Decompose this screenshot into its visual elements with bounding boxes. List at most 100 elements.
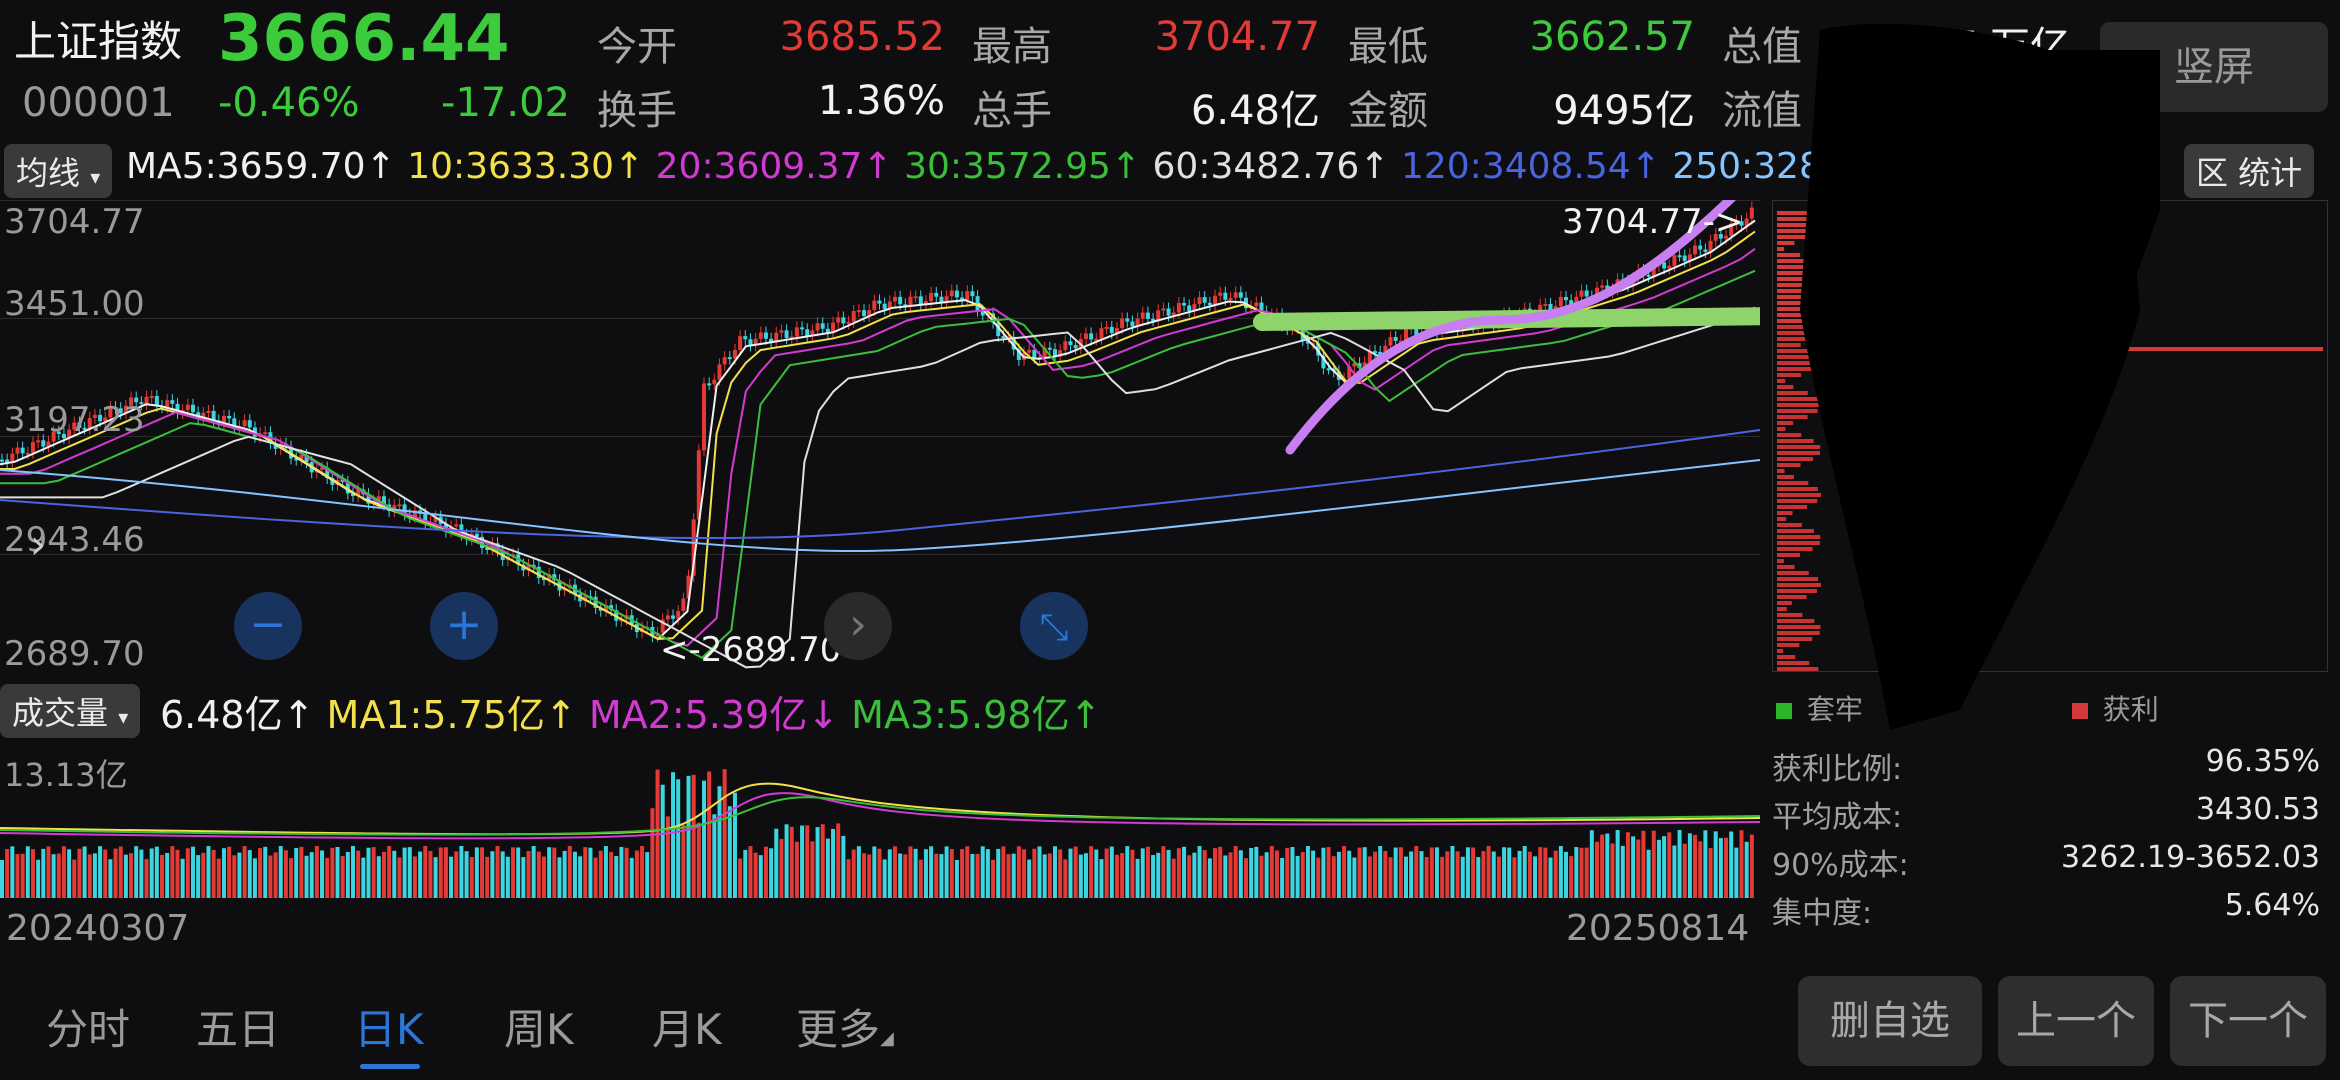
volume-bar xyxy=(991,859,996,898)
minus-icon: − xyxy=(249,599,287,650)
volume-bar xyxy=(15,854,20,898)
volume-bar xyxy=(1429,847,1434,898)
volume-bar xyxy=(1636,839,1641,898)
volume-selector-label: 成交量 xyxy=(12,694,109,732)
candle-body xyxy=(134,397,139,403)
volume-bar xyxy=(867,854,872,898)
ma10-line xyxy=(0,230,1756,641)
candle-body xyxy=(1238,292,1243,298)
previous-button[interactable]: 上一个 xyxy=(1998,976,2154,1066)
candle-body xyxy=(1352,363,1357,367)
zoom-in-button[interactable]: + xyxy=(430,592,498,660)
tab-weekly-k[interactable]: 周K xyxy=(504,1005,574,1054)
tab-intraday[interactable]: 分时 xyxy=(46,1005,131,1054)
volume-bar xyxy=(1646,849,1651,898)
zoom-out-button[interactable]: − xyxy=(234,592,302,660)
volume-bar xyxy=(949,848,954,898)
candle-body xyxy=(211,410,216,421)
chevron-right-icon: › xyxy=(849,599,867,650)
candle-body xyxy=(15,447,20,454)
expand-left-icon[interactable]: › xyxy=(30,522,46,568)
chip-bar xyxy=(1777,415,1808,419)
candle-body xyxy=(789,336,794,339)
candle-body xyxy=(1574,296,1579,305)
chip-bar xyxy=(1777,457,1814,461)
volume-selector[interactable]: 成交量 ▾ xyxy=(0,684,141,738)
tab-five-day[interactable]: 五日 xyxy=(196,1005,281,1054)
volume-bar xyxy=(954,859,959,898)
volume-bar xyxy=(593,857,598,898)
low-marker: <-2689.70 xyxy=(660,630,842,670)
candle-body xyxy=(1662,262,1667,269)
chip-bar xyxy=(1777,385,1794,389)
remove-watchlist-button[interactable]: 删自选 xyxy=(1798,976,1982,1066)
chip-distribution-chart[interactable] xyxy=(1772,200,2328,672)
price-chart[interactable]: 3704.77 3451.00 3197.23 2943.46 2689.70 … xyxy=(0,200,1760,674)
ma120-value: 120:3408.54↑ xyxy=(1400,146,1661,187)
candle-body xyxy=(774,332,779,342)
candle-body xyxy=(1362,362,1367,369)
volume-chart[interactable]: 13.13亿 xyxy=(0,738,1760,898)
volume-bar xyxy=(1724,837,1729,898)
volume-bar xyxy=(934,853,939,898)
candle-body xyxy=(1213,295,1218,306)
volume-bar xyxy=(676,779,681,898)
chip-bar xyxy=(1777,631,1820,635)
tab-more[interactable]: 更多◢ xyxy=(796,996,894,1057)
chip-bar xyxy=(1777,409,1818,413)
candle-body xyxy=(98,414,103,422)
candle-body xyxy=(960,297,965,301)
candle-body xyxy=(263,432,268,435)
candle-body xyxy=(820,323,825,329)
volume-bar xyxy=(1398,847,1403,898)
volume-bar xyxy=(490,851,495,898)
next-button[interactable]: › xyxy=(824,592,892,660)
volume-bar xyxy=(1687,833,1692,898)
volume-bar xyxy=(154,846,159,898)
volume-bar xyxy=(46,846,51,898)
chip-legend: 套牢 获利 xyxy=(1776,688,2159,728)
volume-bar xyxy=(469,856,474,898)
stat-label-amount: 金额 xyxy=(1348,88,1428,134)
candle-body xyxy=(898,296,903,305)
volume-bar xyxy=(1693,834,1698,898)
candle-body xyxy=(1011,336,1016,350)
tab-monthly-k[interactable]: 月K xyxy=(652,1005,722,1054)
volume-bar xyxy=(361,857,366,898)
candle-body xyxy=(1404,329,1408,341)
candle-body xyxy=(1569,300,1574,305)
volume-bar xyxy=(129,853,134,898)
volume-bar xyxy=(1063,859,1068,898)
candle-body xyxy=(1094,338,1099,341)
volume-bar xyxy=(1022,849,1027,898)
volume-bar xyxy=(743,850,748,898)
candle-body xyxy=(541,578,546,581)
volume-bar xyxy=(1073,846,1078,898)
volume-bar xyxy=(1259,855,1264,898)
chip-bar xyxy=(1777,649,1784,653)
candle-body xyxy=(609,605,614,611)
volume-bar xyxy=(325,857,330,898)
stat-label-turnover: 换手 xyxy=(597,88,677,134)
collapse-button[interactable]: ⤡ xyxy=(1020,592,1088,660)
annotation-purple-curve xyxy=(1285,200,1737,455)
volume-bar xyxy=(1367,856,1372,898)
candle-body xyxy=(1564,296,1569,301)
next-stock-button[interactable]: 下一个 xyxy=(2170,976,2326,1066)
ma-selector[interactable]: 均线 ▾ xyxy=(4,144,113,198)
volume-bar xyxy=(1269,846,1274,898)
volume-bar xyxy=(882,859,887,898)
volume-bar xyxy=(82,846,87,898)
candle-body xyxy=(758,332,763,339)
volume-bar xyxy=(707,771,712,898)
candle-body xyxy=(593,596,598,608)
chip-statistics-button[interactable]: 区 统计 xyxy=(2184,144,2315,198)
volume-bar xyxy=(1517,850,1522,898)
tab-daily-k[interactable]: 日K xyxy=(354,1005,424,1054)
volume-bar xyxy=(221,848,226,898)
concentration-label: 集中度: xyxy=(1772,896,1873,931)
volume-bar xyxy=(1538,847,1543,898)
candle-body xyxy=(867,310,872,316)
candle-body xyxy=(1724,235,1729,239)
volume-bar xyxy=(258,848,263,898)
